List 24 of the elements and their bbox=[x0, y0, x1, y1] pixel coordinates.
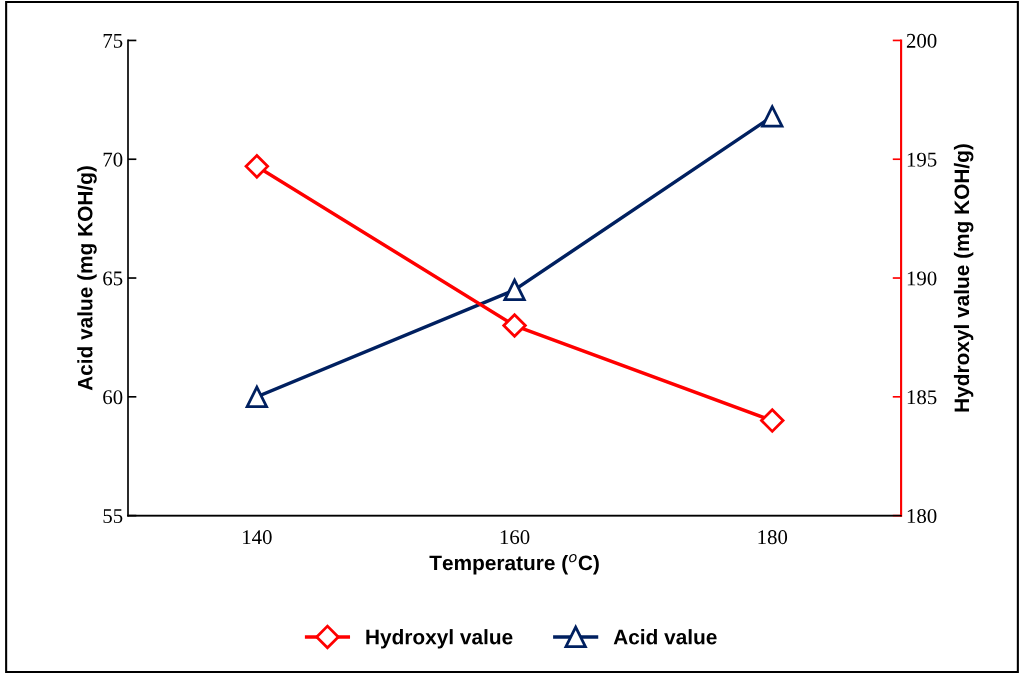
y-tick-label: 75 bbox=[103, 34, 123, 48]
x-tick-label: 180 bbox=[758, 530, 788, 545]
point bbox=[503, 278, 526, 302]
point bbox=[761, 105, 784, 128]
x-tick-label: 140 bbox=[243, 530, 272, 545]
x-axis-title: Temperature ($^{o}$C) bbox=[429, 553, 599, 575]
y-axis-title: Acid value (mg KOH/g) bbox=[77, 166, 97, 391]
legend-label: Acid value bbox=[613, 629, 717, 645]
point bbox=[502, 313, 527, 338]
y-tick-label: 65 bbox=[103, 271, 123, 286]
point bbox=[760, 408, 785, 433]
y2-tick-label: 190 bbox=[907, 271, 937, 286]
y-tick-label: 60 bbox=[103, 390, 123, 405]
y2-tick-label: 185 bbox=[907, 390, 937, 405]
y2-tick-label: 200 bbox=[906, 33, 937, 48]
x-tick-label: 160 bbox=[500, 530, 530, 545]
y2-tick-label: 180 bbox=[907, 508, 937, 524]
y-tick-label: 70 bbox=[103, 152, 123, 167]
point bbox=[244, 154, 270, 179]
y2-tick-label: 195 bbox=[907, 152, 937, 167]
point bbox=[245, 385, 268, 408]
legend-label: Hydroxyl value bbox=[366, 629, 513, 649]
y2-axis-title: Hydroxyl value (mg KOH/g) bbox=[953, 144, 974, 412]
y-tick-label: 55 bbox=[103, 509, 123, 524]
